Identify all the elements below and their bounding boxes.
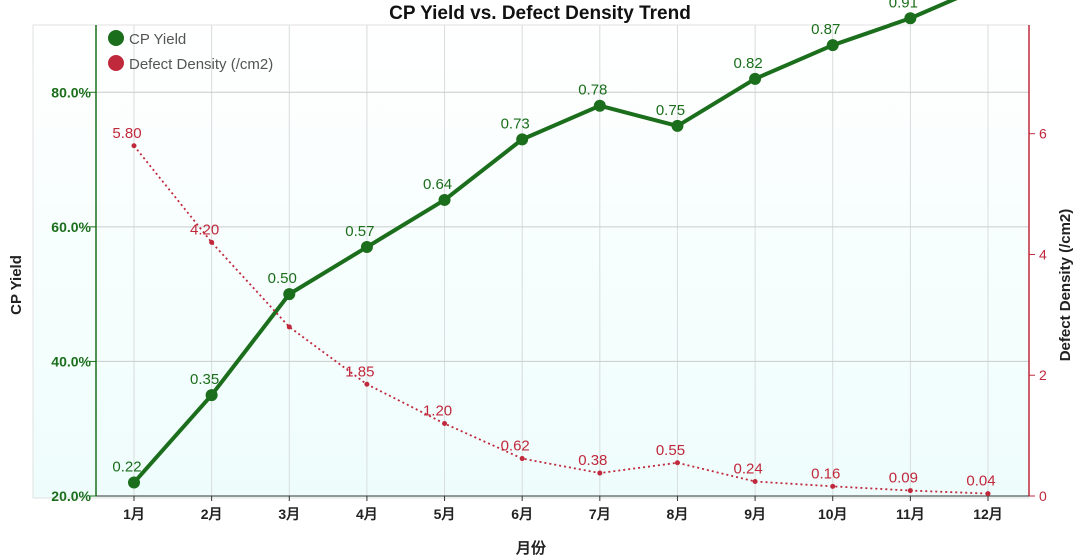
y-right-tick-label: 0 (1039, 488, 1047, 504)
cp-yield-data-label: 0.73 (501, 115, 530, 132)
defect-density-data-label: 1.85 (345, 363, 374, 380)
cp-yield-line (132, 0, 958, 484)
cp-yield-point (671, 119, 684, 132)
legend-marker-cp-yield (108, 30, 124, 46)
cp-yield-data-label: 0.22 (112, 459, 141, 476)
x-tick-label: 5月 (434, 506, 456, 522)
legend: CP Yield Defect Density (/cm2) (108, 30, 273, 73)
defect-density-point (442, 421, 448, 427)
cp-yield-data-label: 0.64 (423, 176, 452, 193)
cp-yield-point (904, 12, 917, 25)
defect-density-data-label: 0.24 (733, 461, 762, 478)
y-right-axis-title: Defect Density (/cm2) (1057, 209, 1074, 362)
cp-yield-point (128, 476, 140, 489)
defect-density-point (364, 381, 370, 387)
y-right-tick-label: 4 (1039, 246, 1047, 262)
cp-yield-data-label: 0.50 (268, 270, 297, 287)
x-tick-label: 1月 (123, 506, 145, 522)
x-tick-label: 8月 (667, 506, 689, 522)
cp-yield-data-label: 0.75 (656, 102, 685, 119)
defect-density-point (907, 488, 913, 494)
x-tick-label: 9月 (744, 506, 766, 522)
y-left-tick-label: 40.0% (51, 353, 91, 369)
defect-density-data-label: 0.62 (501, 438, 530, 455)
x-tick-label: 6月 (511, 506, 533, 522)
cp-yield-point (360, 241, 373, 254)
defect-density-point (209, 239, 215, 245)
cp-yield-point (438, 193, 451, 206)
y-left-axis-title: CP Yield (8, 255, 25, 315)
defect-density-point (752, 479, 758, 485)
cp-yield-data-label: 0.78 (578, 82, 607, 99)
plot-area (32, 24, 1030, 499)
defect-density-data-label: 5.80 (112, 125, 141, 142)
defect-density-point (597, 470, 603, 476)
defect-density-data-label: 0.16 (811, 465, 840, 482)
x-tick-label: 7月 (589, 506, 611, 522)
cp-yield-point (283, 288, 296, 301)
legend-label-cp-yield: CP Yield (129, 31, 186, 48)
defect-density-point (985, 491, 991, 497)
y-left-tick-label: 60.0% (51, 219, 91, 235)
defect-density-point (519, 456, 525, 462)
x-axis-title: 月份 (515, 539, 547, 557)
y-left-tick-label: 80.0% (51, 84, 91, 100)
defect-density-data-label: 0.38 (578, 452, 607, 469)
data-labels: 0.22 0.35 0.50 0.57 0.64 0.73 0.78 0.75 0.82 0.87… (112, 0, 995, 490)
cp-yield-data-label: 0.87 (811, 21, 840, 38)
cp-yield-data-label: 0.57 (345, 223, 374, 240)
legend-label-defect-density: Defect Density (/cm2) (129, 56, 273, 73)
cp-yield-point (749, 72, 762, 85)
defect-density-point (286, 324, 292, 330)
x-tick-label: 12月 (973, 506, 1003, 522)
cp-yield-point (205, 389, 218, 402)
cp-yield-point (516, 133, 529, 146)
cp-yield-data-label: 0.91 (889, 0, 918, 11)
cp-yield-point (826, 39, 839, 52)
cp-yield-data-label: 0.82 (733, 55, 762, 72)
y-right-tick-label: 6 (1039, 126, 1047, 142)
chart-title: CP Yield vs. Defect Density Trend (389, 3, 691, 24)
defect-density-data-label: 0.55 (656, 442, 685, 459)
defect-density-line (133, 145, 989, 495)
defect-density-point (674, 460, 680, 466)
x-tick-label: 2月 (201, 506, 223, 522)
defect-density-point (830, 483, 836, 489)
x-tick-label: 4月 (356, 506, 378, 522)
series-layer (128, 0, 991, 497)
defect-density-point (131, 143, 137, 149)
cp-yield-data-label: 0.35 (190, 371, 219, 388)
defect-density-data-label: 0.04 (966, 473, 995, 490)
defect-density-data-label: 1.20 (423, 403, 452, 420)
cp-yield-point (593, 99, 606, 112)
legend-marker-defect-density (108, 55, 124, 71)
y-right-tick-label: 2 (1039, 367, 1047, 383)
defect-density-data-label: 0.09 (889, 470, 918, 487)
x-tick-label: 10月 (818, 506, 848, 522)
x-tick-label: 3月 (278, 506, 300, 522)
y-left-tick-label: 20.0% (51, 488, 91, 504)
defect-density-data-label: 4.20 (190, 221, 219, 238)
axes: 20.0% 40.0% 60.0% 80.0% 0 2 4 6 1月 2月 3月 4月 5月 6月 7月 8月… (51, 25, 1047, 522)
x-tick-label: 11月 (896, 506, 925, 522)
